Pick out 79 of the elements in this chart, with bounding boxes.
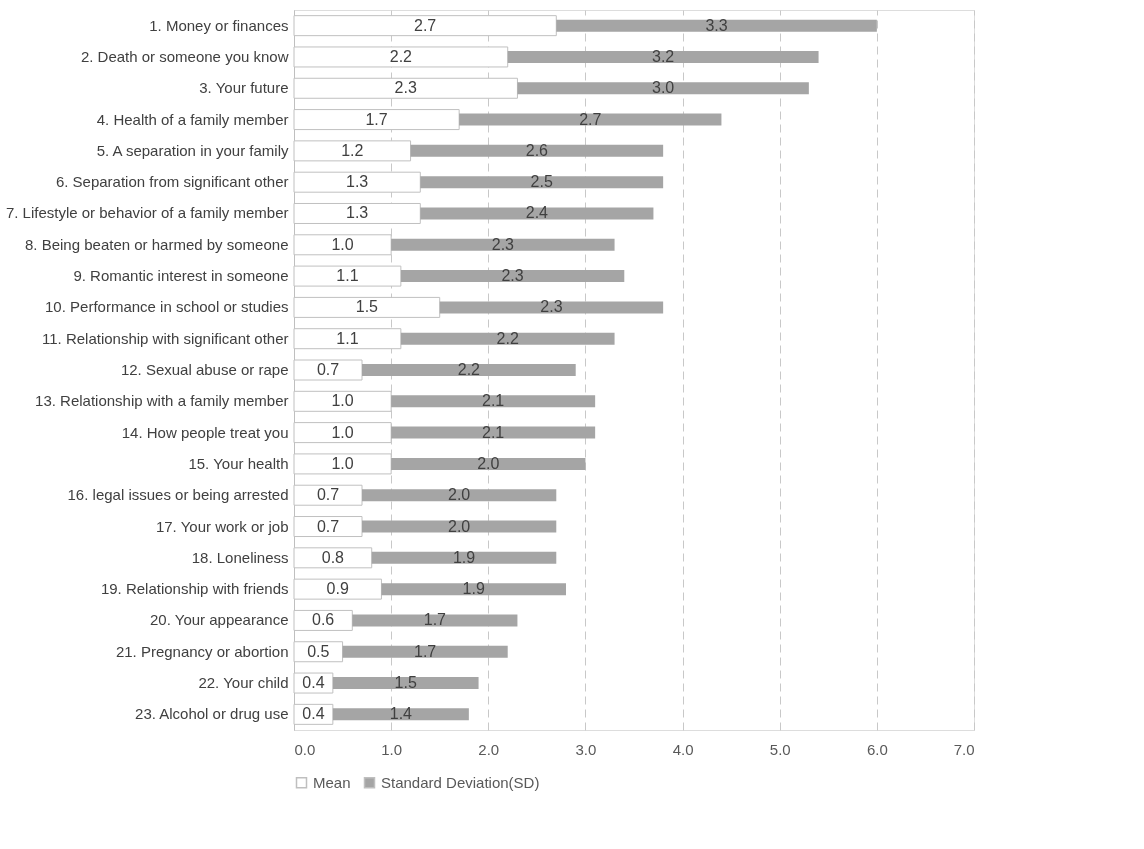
x-tick-label: 1.0 (381, 740, 403, 758)
data-label: 1.1 (336, 267, 359, 285)
data-label: 2.7 (414, 16, 437, 34)
data-label: 1.0 (331, 454, 354, 472)
y-tick-label: 23. Alcohol or drug use (135, 705, 289, 723)
data-label: 2.7 (579, 110, 602, 128)
data-label: 1.5 (355, 298, 379, 316)
data-label: 2.1 (482, 423, 505, 441)
data-label: 1.9 (462, 580, 485, 598)
x-tick-label: 2.0 (478, 740, 500, 758)
x-tick-label: 3.0 (575, 740, 597, 758)
data-label: 2.2 (496, 329, 519, 347)
data-label: 2.0 (448, 486, 471, 504)
data-label: 1.0 (331, 423, 354, 441)
y-tick-label: 9. Romantic interest in someone (73, 267, 289, 285)
data-label: 1.5 (394, 674, 417, 692)
data-label: 1.2 (341, 141, 364, 159)
y-tick-label: 1. Money or finances (149, 16, 289, 34)
data-label: 1.1 (336, 329, 359, 347)
y-tick-label: 8. Being beaten or harmed by someone (24, 235, 289, 253)
data-label: 1.3 (346, 173, 369, 191)
y-tick-label: 16. legal issues or being arrested (67, 486, 289, 504)
y-tick-label: 13. Relationship with a family member (35, 392, 289, 410)
y-tick-label: 11. Relationship with significant other (41, 329, 289, 347)
y-tick-label: 5. A separation in your family (96, 141, 289, 159)
data-label: 3.3 (705, 16, 728, 34)
y-tick-label: 18. Loneliness (191, 548, 289, 566)
data-label: 0.7 (316, 517, 340, 535)
y-tick-label: 10. Performance in school or studies (45, 298, 289, 316)
data-label: 2.3 (540, 298, 563, 316)
y-tick-label: 17. Your work or job (155, 517, 289, 535)
y-tick-label: 21. Pregnancy or abortion (115, 642, 289, 660)
legend-label: Mean (313, 773, 351, 791)
data-label: 3.2 (652, 47, 675, 65)
data-label: 0.4 (302, 674, 325, 692)
data-label: 2.4 (525, 204, 549, 222)
data-label: 1.7 (423, 611, 447, 629)
data-label: 1.4 (389, 705, 413, 723)
data-label: 2.3 (491, 235, 515, 253)
data-label: 2.2 (389, 47, 413, 65)
data-label: 2.3 (394, 79, 417, 97)
y-tick-label: 15. Your health (188, 454, 289, 472)
x-tick-label: 5.0 (769, 740, 791, 758)
data-label: 0.4 (302, 705, 325, 723)
y-tick-label: 6. Separation from significant other (55, 173, 289, 191)
data-label: 0.5 (307, 642, 330, 660)
y-tick-label: 19. Relationship with friends (100, 580, 289, 598)
data-label: 2.5 (530, 173, 553, 191)
x-tick-label: 6.0 (866, 740, 888, 758)
y-tick-label: 3. Your future (199, 79, 289, 97)
data-label: 0.8 (321, 548, 345, 566)
data-label: 2.3 (501, 267, 524, 285)
data-label: 0.7 (316, 486, 340, 504)
y-tick-label: 14. How people treat you (121, 423, 289, 441)
data-label: 2.2 (457, 361, 481, 378)
data-label: 1.9 (452, 548, 476, 566)
y-tick-label: 12. Sexual abuse or rape (120, 361, 289, 378)
data-label: 1.7 (414, 642, 437, 660)
data-label: 0.6 (312, 611, 335, 629)
y-tick-label: 7. Lifestyle or behavior of a family member (5, 204, 289, 222)
x-tick-label: 7.0 (953, 740, 975, 758)
y-tick-label: 4. Health of a family member (96, 110, 289, 128)
data-label: 1.7 (365, 110, 388, 128)
data-label: 0.9 (326, 580, 349, 598)
y-tick-label: 20. Your appearance (150, 611, 289, 629)
data-label: 0.7 (316, 361, 340, 378)
data-label: 1.3 (346, 204, 369, 222)
x-tick-label: 0.0 (294, 740, 316, 758)
data-label: 2.6 (525, 141, 549, 159)
data-label: 3.0 (652, 79, 675, 97)
data-label: 2.0 (477, 454, 500, 472)
y-tick-label: 22. Your child (198, 674, 289, 692)
data-label: 1.0 (331, 235, 354, 253)
data-label: 2.1 (482, 392, 505, 410)
x-tick-label: 4.0 (672, 740, 694, 758)
y-tick-label: 2. Death or someone you know (80, 47, 289, 65)
data-label: 2.0 (448, 517, 471, 535)
legend-label: Standard Deviation(SD) (381, 773, 540, 791)
data-label: 1.0 (331, 392, 354, 410)
